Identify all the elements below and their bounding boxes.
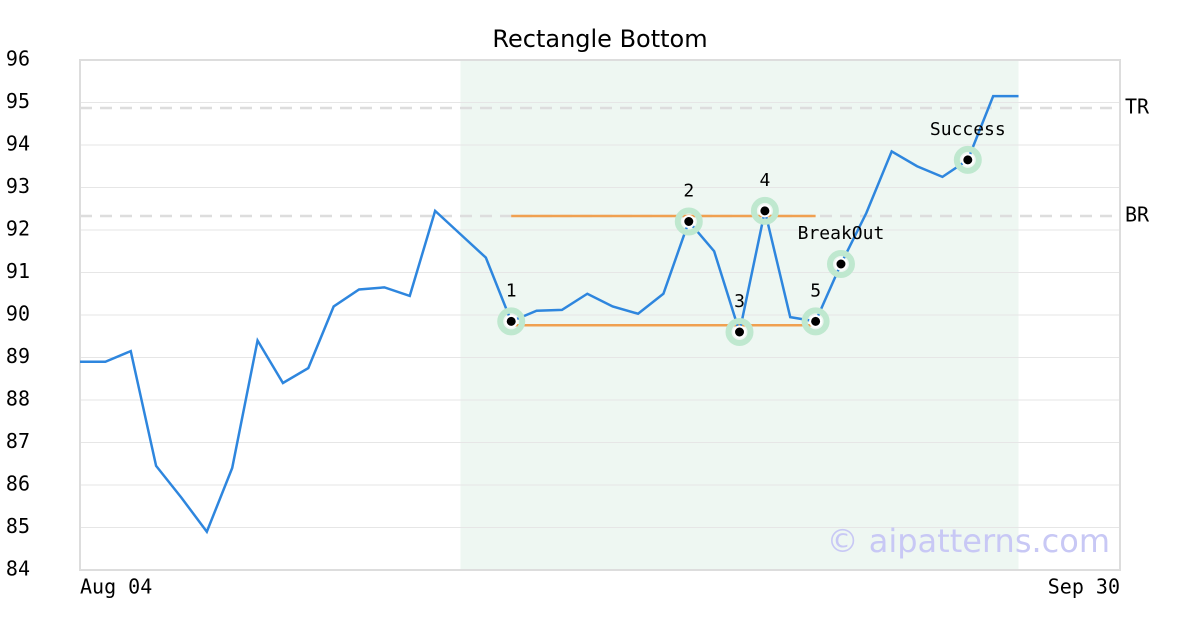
chart-title: Rectangle Bottom <box>492 25 707 53</box>
point-label: 5 <box>810 280 821 301</box>
point-dot <box>733 325 747 339</box>
point-dot <box>834 257 848 271</box>
point-label: 4 <box>759 170 770 191</box>
point-dot <box>504 314 518 328</box>
price-line <box>80 94 1019 535</box>
point-dot <box>961 153 975 167</box>
point-label: 1 <box>506 280 517 301</box>
y-tick-label: 94 <box>6 132 30 156</box>
level-label: BR <box>1125 202 1150 226</box>
point-halo <box>953 145 982 174</box>
point-label: 3 <box>734 291 745 312</box>
y-tick-label: 93 <box>6 174 30 198</box>
point-label: Success <box>930 119 1006 140</box>
point-halo <box>497 307 526 336</box>
y-tick-label: 89 <box>6 344 30 368</box>
point-dot <box>682 215 696 228</box>
y-tick-label: 85 <box>6 514 30 538</box>
point-label: BreakOut <box>798 223 885 244</box>
x-tick-label: Sep 30 <box>1048 575 1120 599</box>
y-tick-label: 91 <box>6 259 30 283</box>
y-tick-label: 92 <box>6 217 30 241</box>
plot-frame <box>79 59 1121 571</box>
point-halo <box>674 207 703 236</box>
point-halo <box>826 250 855 278</box>
y-tick-label: 87 <box>6 429 30 453</box>
point-dot <box>809 314 823 328</box>
x-tick-label: Aug 04 <box>80 575 152 599</box>
point-halo <box>725 318 754 346</box>
watermark: © aipatterns.com <box>827 522 1110 560</box>
level-label: TR <box>1125 95 1150 119</box>
point-halo <box>750 196 779 225</box>
y-tick-label: 95 <box>6 89 30 113</box>
point-dot <box>758 204 772 218</box>
y-tick-label: 88 <box>6 387 30 411</box>
y-tick-label: 96 <box>6 47 30 71</box>
y-tick-label: 86 <box>6 472 30 496</box>
point-label: 2 <box>683 181 694 202</box>
y-tick-label: 90 <box>6 302 30 326</box>
point-halo <box>801 307 830 336</box>
y-tick-label: 84 <box>6 557 30 581</box>
